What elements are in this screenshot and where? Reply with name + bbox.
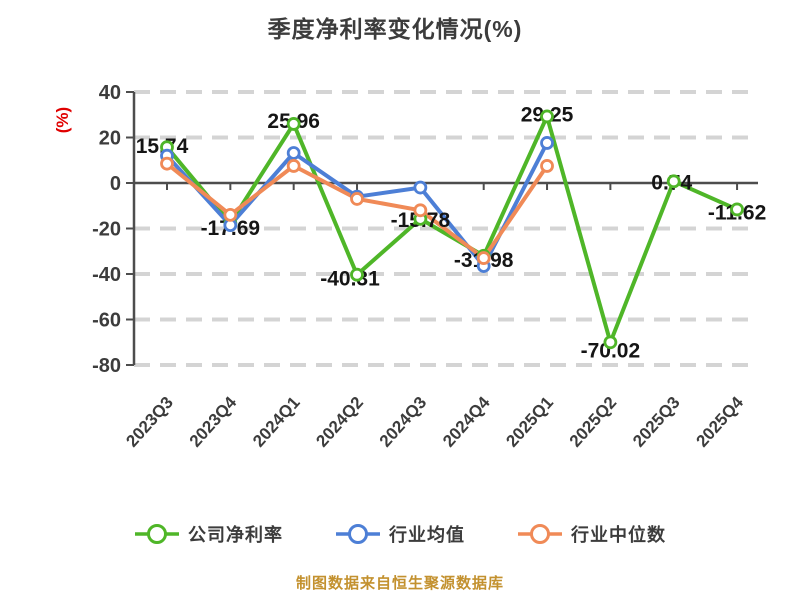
x-tick-label: 2025Q4 <box>692 393 747 451</box>
legend-line-marker-icon <box>336 524 380 544</box>
legend-item-0[interactable]: 公司净利率 <box>134 521 283 547</box>
y-tick-label: -80 <box>92 355 121 377</box>
legend-item-label: 行业中位数 <box>571 525 666 545</box>
data-point-marker <box>350 192 364 206</box>
legend-line-marker-icon <box>518 524 562 544</box>
y-tick-label: 20 <box>99 128 121 150</box>
data-point-marker <box>476 251 491 265</box>
data-point-marker <box>413 203 428 218</box>
x-tick-label: 2025Q3 <box>629 393 684 451</box>
x-tick-label: 2024Q4 <box>439 393 494 451</box>
y-tick-label: 40 <box>99 82 121 104</box>
data-point-marker <box>413 180 428 195</box>
chart-title: 季度净利率变化情况(%) <box>267 16 523 42</box>
data-point-marker <box>540 109 554 124</box>
data-point-marker <box>286 146 301 160</box>
legend-item-2[interactable]: 行业中位数 <box>517 521 666 547</box>
data-point-marker <box>730 202 744 217</box>
x-tick-label: 2024Q3 <box>376 393 431 451</box>
legend-item-label: 行业均值 <box>389 525 465 545</box>
data-point-marker <box>350 267 364 282</box>
data-point-label: -70.02 <box>581 339 641 362</box>
data-point-marker <box>666 174 681 189</box>
y-tick-label: -60 <box>92 310 121 332</box>
chart-legend: 公司净利率 行业均值 行业中位数 <box>0 521 800 547</box>
data-source-note: 制图数据来自恒生聚源数据库 <box>295 575 504 592</box>
series-line <box>165 114 740 345</box>
y-tick-label: -40 <box>92 264 121 286</box>
x-tick-label: 2025Q2 <box>566 393 621 451</box>
x-tick-label: 2024Q2 <box>312 393 367 451</box>
legend-line-marker-icon <box>135 524 179 544</box>
legend-item-label: 公司净利率 <box>188 525 283 545</box>
data-point-marker <box>603 335 618 350</box>
legend-item-1[interactable]: 行业均值 <box>335 521 465 547</box>
data-point-marker <box>223 207 238 222</box>
data-point-marker <box>160 156 174 171</box>
data-point-marker <box>286 117 301 131</box>
data-point-marker <box>540 159 554 173</box>
x-tick-label: 2023Q4 <box>186 393 241 451</box>
y-tick-label: 0 <box>110 173 121 195</box>
x-tick-label: 2025Q1 <box>502 393 557 451</box>
x-tick-label: 2024Q1 <box>249 393 304 451</box>
x-tick-label: 2023Q3 <box>122 393 177 451</box>
data-point-label: -40.31 <box>320 268 380 291</box>
data-point-marker <box>286 159 301 173</box>
data-point-marker <box>540 136 554 150</box>
y-tick-label: -20 <box>92 219 121 241</box>
